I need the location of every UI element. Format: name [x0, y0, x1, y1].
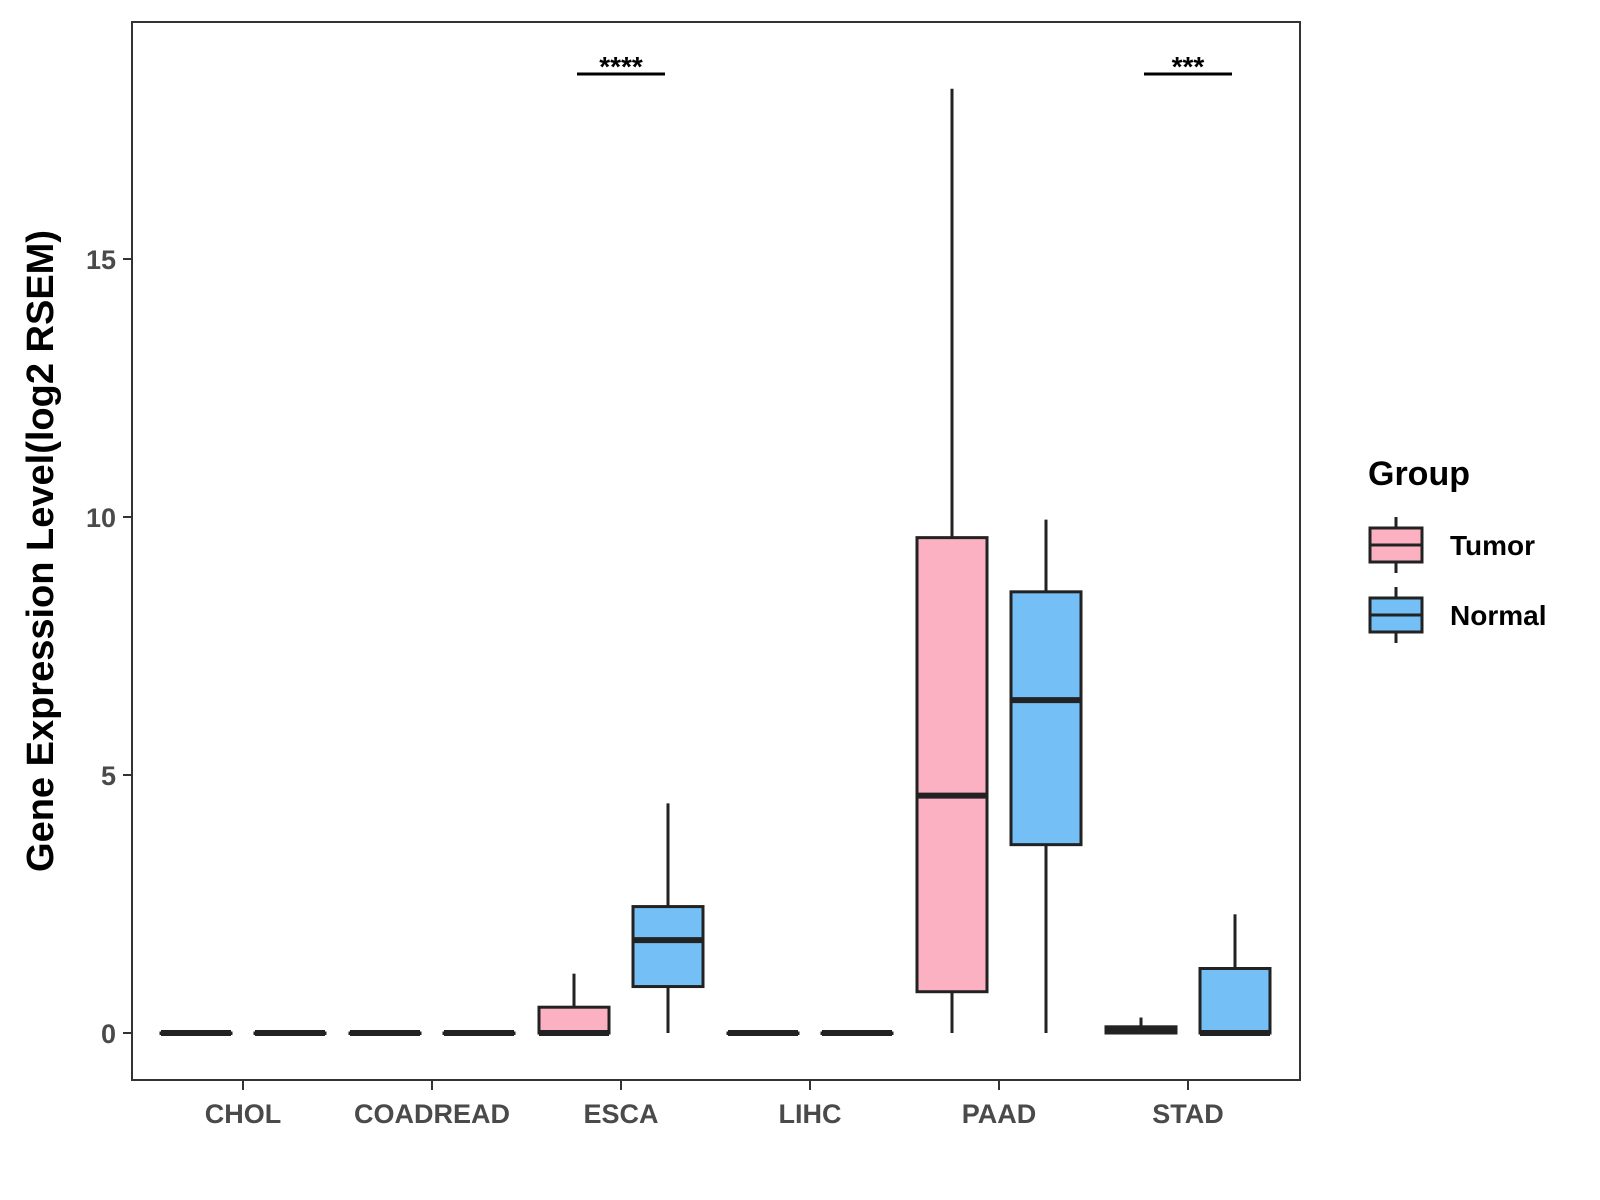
box-normal-lihc	[820, 1030, 894, 1036]
significance-label: ****	[599, 51, 643, 82]
x-tick-label: STAD	[1152, 1099, 1224, 1129]
box-tumor-paad	[915, 88, 989, 1033]
series-tumor	[159, 88, 1178, 1036]
legend-item-tumor: Tumor	[1368, 517, 1535, 573]
series-normal	[253, 519, 1272, 1036]
significance-stad: ***	[1144, 51, 1232, 82]
significance-esca: ****	[577, 51, 665, 82]
box-normal-coadread	[442, 1030, 516, 1036]
y-tick-label: 5	[101, 761, 116, 791]
legend: Group Tumor Normal	[1368, 455, 1546, 643]
box-body	[915, 536, 989, 994]
box-body	[631, 905, 705, 989]
box-tumor-esca	[537, 973, 611, 1036]
box-body	[1009, 590, 1083, 847]
x-tick-label: PAAD	[962, 1099, 1037, 1129]
box-tumor-stad	[1104, 1017, 1178, 1035]
x-tick-label: ESCA	[583, 1099, 658, 1129]
box-normal-chol	[253, 1030, 327, 1036]
box-tumor-chol	[159, 1030, 233, 1036]
x-tick-label: CHOL	[205, 1099, 282, 1129]
box-body	[1198, 967, 1272, 1035]
y-tick-label: 0	[101, 1019, 116, 1049]
box-normal-esca	[631, 803, 705, 1033]
y-tick-label: 10	[86, 503, 116, 533]
box-normal-stad	[1198, 914, 1272, 1036]
legend-item-normal: Normal	[1368, 587, 1546, 643]
y-axis: 0 5 10 15	[86, 245, 132, 1049]
legend-label-normal: Normal	[1450, 600, 1546, 631]
x-axis: CHOL COADREAD ESCA LIHC PAAD STAD	[205, 1080, 1224, 1129]
box-tumor-coadread	[348, 1030, 422, 1036]
y-tick-label: 15	[86, 245, 116, 275]
box-normal-paad	[1009, 519, 1083, 1033]
box-body	[537, 1005, 611, 1035]
box-tumor-lihc	[726, 1030, 800, 1036]
x-tick-label: COADREAD	[354, 1099, 510, 1129]
legend-title: Group	[1368, 455, 1470, 493]
plot-panel	[131, 21, 1301, 1081]
significance-label: ***	[1172, 51, 1205, 82]
box-series	[159, 88, 1272, 1036]
y-axis-title: Gene Expression Level(log2 RSEM)	[20, 230, 62, 872]
significance-annotations: **** ***	[577, 51, 1232, 82]
legend-label-tumor: Tumor	[1450, 530, 1535, 561]
x-tick-label: LIHC	[779, 1099, 842, 1129]
